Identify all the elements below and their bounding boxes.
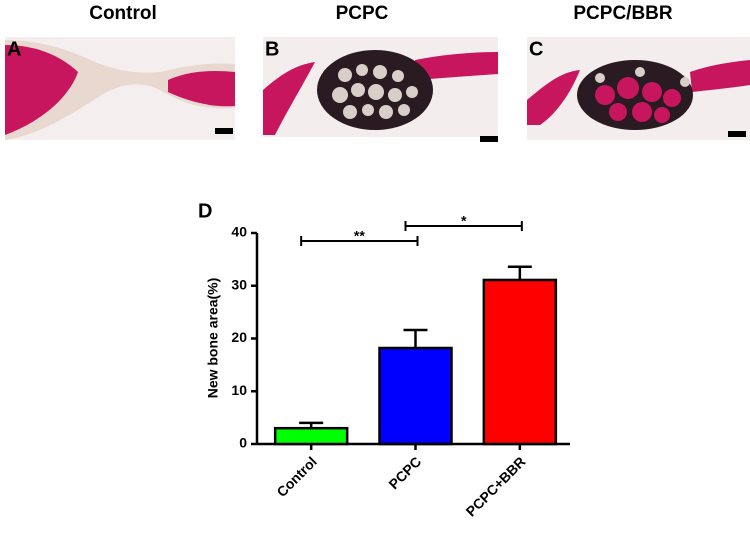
histology-image-c	[527, 37, 750, 140]
bar	[378, 346, 453, 446]
y-axis-label: New bone area(%)	[205, 278, 221, 399]
histology-image-a	[5, 37, 235, 140]
y-tick-label: 20	[231, 329, 247, 345]
y-tick-label: 40	[231, 224, 247, 240]
bar	[482, 278, 558, 446]
scale-bar	[215, 128, 233, 134]
panel-title: PCPC/BBR	[573, 3, 673, 24]
panel-title: Control	[89, 3, 157, 24]
significance-label: *	[461, 213, 467, 229]
scale-bar	[728, 131, 746, 137]
panel-title: PCPC	[336, 3, 389, 24]
x-tick-label: Control	[273, 453, 320, 500]
bar	[273, 426, 349, 446]
y-tick-label: 10	[231, 382, 247, 398]
panel-letter: D	[198, 200, 212, 222]
panel-letter: C	[529, 38, 543, 60]
significance-bracket	[300, 236, 419, 246]
significance-bracket	[404, 221, 523, 231]
y-tick-label: 30	[231, 276, 247, 292]
panel-letter: B	[265, 38, 279, 60]
significance-label: **	[354, 228, 365, 244]
x-tick-label: PCPC+BBR	[463, 453, 529, 519]
scale-bar	[480, 136, 498, 142]
histology-image-b	[263, 37, 498, 137]
x-tick-label: PCPC	[385, 453, 424, 492]
panel-letter: A	[7, 38, 21, 60]
y-tick-label: 0	[239, 435, 247, 451]
